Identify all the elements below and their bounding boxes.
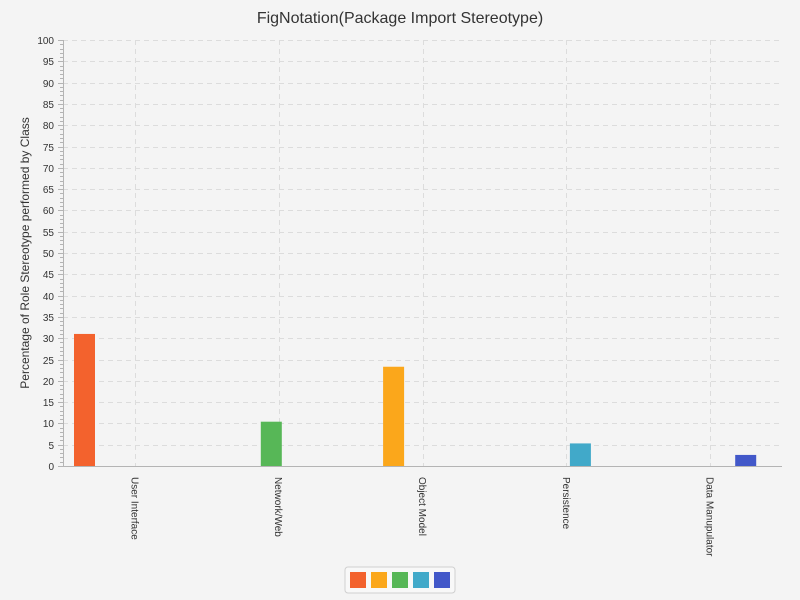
y-tick-label: 30	[43, 334, 55, 345]
y-tick-label: 15	[43, 398, 55, 409]
bar-object-model	[383, 366, 405, 466]
y-tick-label: 100	[37, 36, 54, 47]
x-tick-label: Persistence	[560, 477, 571, 530]
y-tick-label: 45	[43, 270, 55, 281]
y-tick-label: 5	[48, 441, 54, 452]
legend-swatch: User Interface	[350, 572, 366, 588]
y-tick-label: 50	[43, 249, 55, 260]
y-tick-label: 70	[43, 164, 55, 175]
bar-user-interface	[74, 333, 95, 466]
y-tick-label: 40	[43, 292, 55, 303]
legend-swatch: Object Model	[371, 572, 387, 588]
bar-data-manupulator	[735, 454, 757, 466]
x-tick-label: User Interface	[128, 477, 139, 540]
y-tick-label: 85	[43, 100, 55, 111]
y-tick-label: 90	[43, 79, 55, 90]
bar-network-web	[260, 421, 282, 466]
x-tick-label: Data Manupulator	[704, 477, 715, 557]
y-tick-label: 75	[43, 143, 55, 154]
axes-layer: 0 5 10 15 20 25 30 35 40 45 50 55 60 65 70 75 80 85 90 95 10…	[37, 36, 782, 557]
y-tick-label: 60	[43, 206, 55, 217]
y-tick-label: 0	[48, 462, 54, 473]
y-tick-label: 20	[43, 377, 55, 388]
bars-layer	[74, 333, 757, 466]
y-tick-label: 65	[43, 185, 55, 196]
legend-swatch: Persistence	[413, 572, 429, 588]
y-tick-label: 10	[43, 419, 55, 430]
legend-swatch: Data Manupulator	[434, 572, 450, 588]
bar-persistence	[569, 443, 591, 466]
legend: User Interface Object Model Network/Web Per…	[344, 566, 456, 594]
grid-layer	[63, 40, 782, 466]
y-tick-label: 35	[43, 313, 55, 324]
x-tick-label: Network/Web	[272, 477, 283, 537]
y-tick-label: 25	[43, 356, 55, 367]
y-tick-label: 80	[43, 121, 55, 132]
chart-title: FigNotation(Package Import Stereotype)	[257, 10, 543, 27]
legend-swatch: Network/Web	[392, 572, 408, 588]
x-tick-label: Object Model	[416, 477, 427, 536]
y-tick-label: 55	[43, 228, 55, 239]
y-axis-label: Percentage of Role Stereotype performed …	[18, 117, 32, 388]
y-tick-label: 95	[43, 57, 55, 68]
